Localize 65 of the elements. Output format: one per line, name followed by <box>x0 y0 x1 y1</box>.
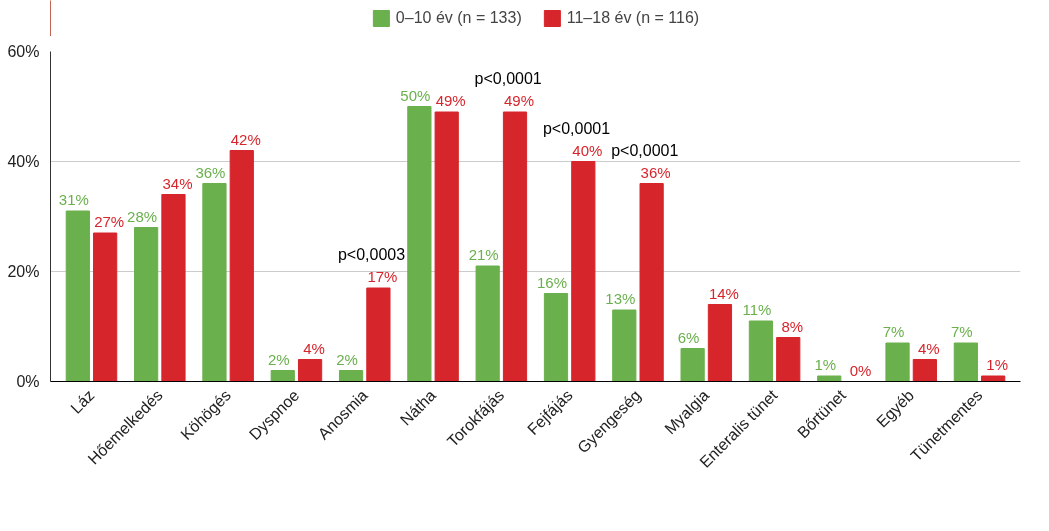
bar <box>612 309 637 382</box>
data-label: 16% <box>536 273 568 291</box>
bar <box>161 194 186 382</box>
y-tick-label: 0% <box>16 373 40 390</box>
bar <box>502 111 528 382</box>
bar <box>366 287 391 382</box>
bar <box>202 183 227 382</box>
data-label: 42% <box>230 130 261 148</box>
annotation: p<0,0001 <box>611 141 679 159</box>
bar <box>680 348 705 382</box>
data-label: 4% <box>303 339 325 357</box>
annotation: p<0,0001 <box>542 119 611 137</box>
data-label: 34% <box>162 174 193 192</box>
bar <box>776 337 801 382</box>
data-label: 2% <box>336 350 358 368</box>
data-label: 36% <box>195 163 226 181</box>
y-tick-label: 20% <box>7 263 40 280</box>
bar <box>707 304 733 382</box>
bar <box>434 111 459 382</box>
data-label: 7% <box>951 323 973 340</box>
bar <box>270 370 295 382</box>
data-label: 36% <box>640 163 671 181</box>
data-label: 40% <box>572 141 603 159</box>
bar <box>134 227 159 382</box>
data-label: 2% <box>267 350 290 368</box>
bar <box>953 342 978 382</box>
bar <box>543 293 569 382</box>
bar <box>748 320 774 382</box>
data-label: 31% <box>58 191 89 208</box>
bar <box>93 232 118 382</box>
data-label: 4% <box>918 339 940 357</box>
data-label: 1% <box>986 356 1009 373</box>
data-label: 0% <box>849 361 872 379</box>
bar <box>817 375 842 382</box>
bar <box>338 370 364 382</box>
data-label: 8% <box>781 317 804 335</box>
bar <box>912 359 937 382</box>
data-label: 49% <box>435 92 466 109</box>
bar <box>229 150 254 382</box>
bar <box>981 375 1006 382</box>
bar <box>571 161 596 382</box>
data-label: 28% <box>127 207 158 225</box>
data-label: 14% <box>708 284 739 302</box>
legend-label: 0–10 év (n = 133) <box>395 9 522 27</box>
data-label: 17% <box>367 268 398 285</box>
legend-label: 11–18 év (n = 116) <box>566 9 700 27</box>
bar <box>639 183 664 382</box>
bar <box>475 265 500 382</box>
annotation: p<0,0001 <box>474 70 542 87</box>
data-label: 6% <box>677 328 700 346</box>
data-label: 1% <box>814 356 837 373</box>
bar <box>885 342 910 382</box>
bar <box>297 359 323 382</box>
y-tick-label: 60% <box>7 43 40 60</box>
bar <box>65 210 90 382</box>
bar <box>407 106 432 382</box>
y-tick-label: 40% <box>7 153 40 170</box>
data-label: 27% <box>94 213 125 230</box>
annotation: p<0,0003 <box>337 246 406 263</box>
data-label: 11% <box>742 301 772 318</box>
data-label: 13% <box>605 290 636 307</box>
data-label: 21% <box>468 246 499 263</box>
data-label: 50% <box>400 86 431 104</box>
data-label: 7% <box>882 323 905 340</box>
data-label: 49% <box>504 92 535 109</box>
